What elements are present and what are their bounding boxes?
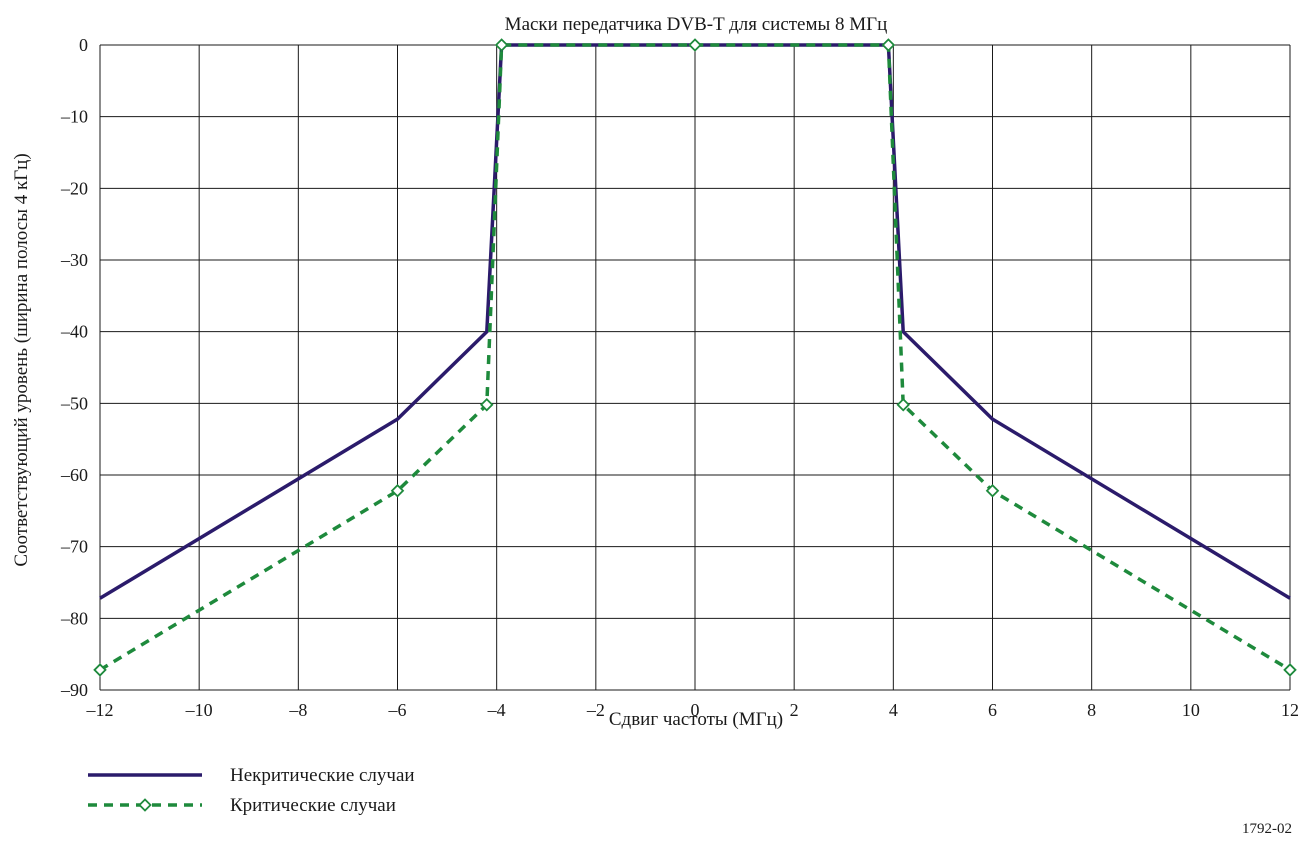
data-point-diamond <box>93 663 107 677</box>
legend-label-1: Некритические случаи <box>230 765 415 786</box>
data-point-diamond <box>896 397 911 412</box>
legend-marker-diamond <box>138 798 152 812</box>
x-tick-label: 2 <box>790 700 799 720</box>
x-tick-label: –4 <box>487 700 506 720</box>
x-tick-label: –10 <box>185 700 213 720</box>
y-tick-label: –30 <box>60 250 88 270</box>
y-tick-label: –90 <box>60 680 88 700</box>
x-tick-label: –2 <box>586 700 605 720</box>
y-tick-label: –50 <box>60 393 88 413</box>
y-tick-label: –10 <box>60 107 88 127</box>
y-tick-label: –60 <box>60 465 88 485</box>
data-point-diamond <box>881 38 896 52</box>
y-tick-label: –40 <box>60 322 88 342</box>
legend-label-2: Критические случаи <box>230 795 396 816</box>
data-point-diamond <box>494 38 509 52</box>
figure-id: 1792-02 <box>1242 821 1292 837</box>
x-tick-label: 0 <box>691 700 700 720</box>
x-tick-label: –12 <box>86 700 114 720</box>
y-tick-label: –80 <box>60 608 88 628</box>
y-tick-labels: 0 –10 –20 –30 –40 –50 –60 –70 –80 –90 <box>60 35 88 700</box>
y-tick-label: –20 <box>60 178 88 198</box>
data-point-diamond <box>985 483 1000 498</box>
data-point-diamond <box>688 38 702 52</box>
data-point-diamond <box>390 483 405 498</box>
y-tick-label: 0 <box>79 35 88 55</box>
x-tick-label: 10 <box>1182 700 1200 720</box>
y-axis-label: Соответствующий уровень (ширина полосы 4… <box>11 153 32 566</box>
x-tick-label: 4 <box>889 700 898 720</box>
data-point-diamond <box>479 397 494 412</box>
chart-title: Маски передатчика DVB-T для системы 8 МГ… <box>505 14 888 35</box>
x-tick-label: –6 <box>388 700 407 720</box>
x-axis-label: Сдвиг частоты (МГц) <box>609 709 783 730</box>
data-point-diamond <box>1283 663 1297 677</box>
series-layer <box>93 38 1297 677</box>
x-tick-label: –8 <box>288 700 307 720</box>
x-tick-label: 12 <box>1281 700 1299 720</box>
y-tick-label: –70 <box>60 537 88 557</box>
grid <box>99 44 1291 691</box>
legend: Некритические случаи Критические случаи <box>88 765 415 816</box>
x-tick-label: 6 <box>988 700 997 720</box>
x-tick-label: 8 <box>1087 700 1096 720</box>
x-tick-labels: –12 –10 –8 –6 –4 –2 0 2 4 6 8 10 12 <box>86 700 1300 720</box>
